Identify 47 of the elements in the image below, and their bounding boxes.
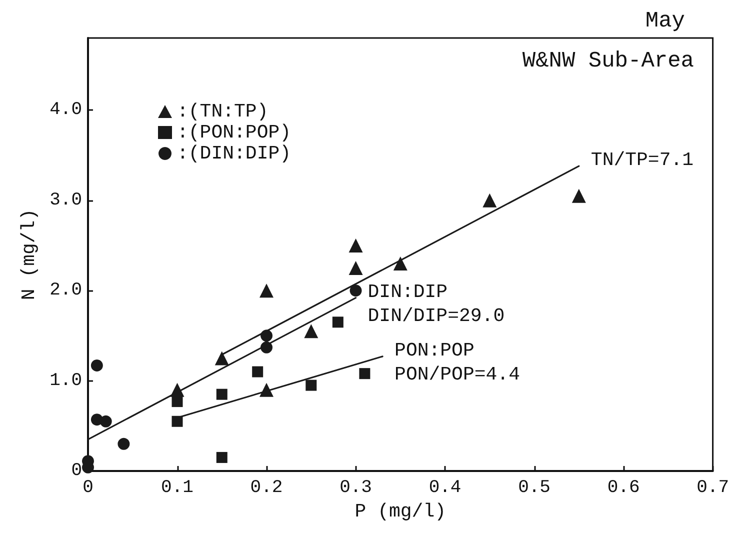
point	[252, 366, 264, 378]
point	[359, 368, 370, 380]
point	[348, 238, 363, 252]
chart-title: May	[645, 8, 686, 34]
x-tick-label: 0.7	[696, 478, 729, 498]
y-tick-label: 1.0	[50, 370, 82, 391]
x-tick-label: 0.3	[340, 478, 372, 498]
point	[90, 359, 103, 372]
legend-label: :(DIN:DIP)	[177, 142, 292, 164]
y-axis-title: N (mg/l)	[18, 208, 40, 300]
annotation: DIN:DIP	[368, 280, 448, 303]
point	[572, 188, 586, 203]
y-tick-label: 3.0	[50, 190, 82, 210]
point	[306, 380, 317, 391]
annotation: PON:POP	[394, 339, 474, 362]
point	[260, 284, 274, 298]
x-tick-label: 0.4	[428, 478, 462, 498]
annotation: PON/POP=4.4	[394, 363, 520, 386]
point	[482, 193, 497, 208]
point	[172, 416, 183, 427]
point	[348, 261, 363, 276]
y-tick-label: 4.0	[50, 100, 82, 120]
point	[260, 330, 273, 342]
annotation: DIN/DIP=29.0	[368, 304, 505, 327]
x-tick-label: 0.2	[250, 478, 283, 498]
point	[260, 382, 274, 397]
legend-label: :(PON:POP)	[177, 122, 292, 144]
x-axis-title: P (mg/l)	[354, 500, 446, 522]
point	[393, 256, 408, 271]
annotation: TN/TP=7.1	[590, 149, 694, 172]
point	[118, 438, 130, 450]
legend-label: :(TN:TP)	[177, 100, 268, 122]
y-tick-label: 0	[71, 461, 82, 481]
point	[304, 324, 318, 338]
y-tick-label: 2.0	[50, 280, 82, 301]
point	[350, 284, 362, 297]
point	[214, 351, 229, 366]
point	[216, 388, 228, 400]
text: W&NW Sub-Area	[522, 48, 694, 74]
point	[332, 316, 344, 328]
x-tick-label: 0.6	[607, 478, 640, 498]
point	[172, 396, 183, 408]
x-tick-label: 0.5	[518, 478, 550, 498]
point	[216, 452, 228, 463]
point	[260, 341, 273, 354]
x-tick-label: 0.1	[161, 478, 194, 498]
point	[100, 415, 112, 428]
